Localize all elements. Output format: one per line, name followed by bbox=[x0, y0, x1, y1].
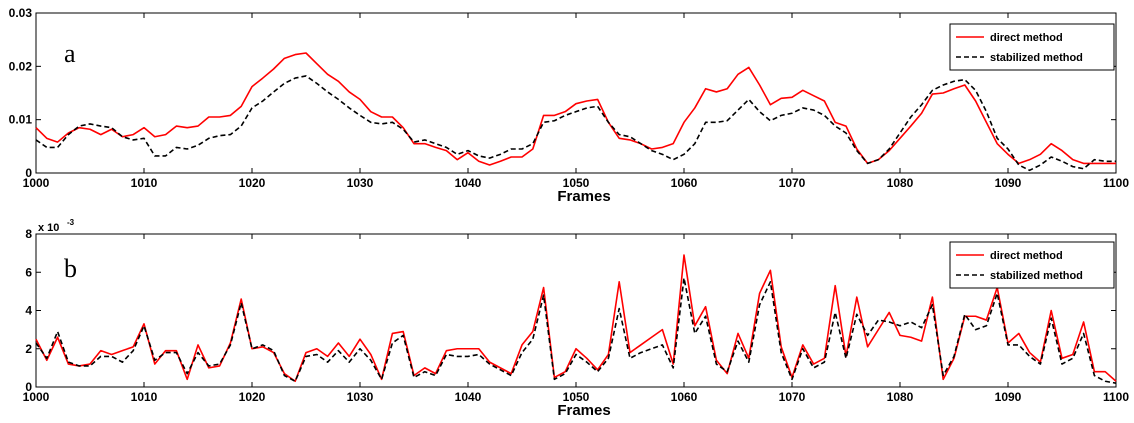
stabilized-method-line bbox=[35, 277, 1117, 384]
x-tick-label: 1010 bbox=[131, 390, 158, 404]
x-tick-label: 1050 bbox=[563, 390, 590, 404]
panel-label: b bbox=[64, 254, 77, 283]
x-tick-label: 1070 bbox=[779, 390, 806, 404]
y-exponent-label: x 10 bbox=[38, 222, 59, 234]
y-tick-label: 4 bbox=[25, 304, 32, 318]
y-tick-label: 8 bbox=[25, 227, 32, 241]
x-tick-label: 1090 bbox=[995, 176, 1022, 190]
panel-a: 1000 1010 1020 1030 1040 1050 1060 1070 1080 1090… bbox=[9, 6, 1130, 205]
legend-box bbox=[949, 23, 1115, 71]
x-tick-label: 1030 bbox=[347, 176, 374, 190]
y-tick-label: 0.01 bbox=[9, 113, 33, 127]
x-tick-label: 1090 bbox=[995, 390, 1022, 404]
y-tick-label: 0.02 bbox=[9, 59, 33, 73]
y-tick-label: 0 bbox=[25, 380, 32, 394]
y-tick-label: 0 bbox=[25, 166, 32, 180]
x-tick-label: 1060 bbox=[671, 176, 698, 190]
plot-area bbox=[35, 233, 1117, 388]
x-tick-label: 1010 bbox=[131, 176, 158, 190]
x-tick-label: 1030 bbox=[347, 390, 374, 404]
y-tick-label: 0.03 bbox=[9, 6, 33, 20]
x-tick-label: 1060 bbox=[671, 390, 698, 404]
panel-b: 1000 1010 1020 1030 1040 1050 1060 1070 1080 1090… bbox=[23, 218, 1130, 419]
x-axis-label: Frames bbox=[557, 402, 610, 419]
x-tick-label: 1000 bbox=[23, 390, 50, 404]
y-exponent-power: -3 bbox=[67, 218, 75, 227]
legend-entry: direct method bbox=[990, 32, 1063, 44]
x-tick-label: 1100 bbox=[1103, 176, 1129, 190]
x-tick-label: 1020 bbox=[239, 176, 266, 190]
x-tick-label: 1100 bbox=[1103, 390, 1129, 404]
x-tick-label: 1080 bbox=[887, 176, 914, 190]
direct-method-line bbox=[35, 52, 1116, 166]
legend-box bbox=[949, 241, 1115, 289]
x-tick-label: 1040 bbox=[455, 176, 482, 190]
x-tick-label: 1070 bbox=[779, 176, 806, 190]
y-tick-label: 6 bbox=[25, 265, 32, 279]
x-axis-label: Frames bbox=[557, 188, 610, 205]
x-tick-label: 1050 bbox=[563, 176, 590, 190]
legend-entry: direct method bbox=[990, 250, 1063, 262]
legend-entry: stabilized method bbox=[990, 52, 1083, 64]
x-tick-label: 1000 bbox=[23, 176, 50, 190]
x-tick-label: 1020 bbox=[239, 390, 266, 404]
x-tick-label: 1040 bbox=[455, 390, 482, 404]
panel-label: a bbox=[64, 39, 76, 68]
legend-entry: stabilized method bbox=[990, 270, 1083, 282]
x-tick-label: 1080 bbox=[887, 390, 914, 404]
stabilized-method-line bbox=[35, 75, 1116, 172]
y-tick-label: 2 bbox=[25, 342, 32, 356]
